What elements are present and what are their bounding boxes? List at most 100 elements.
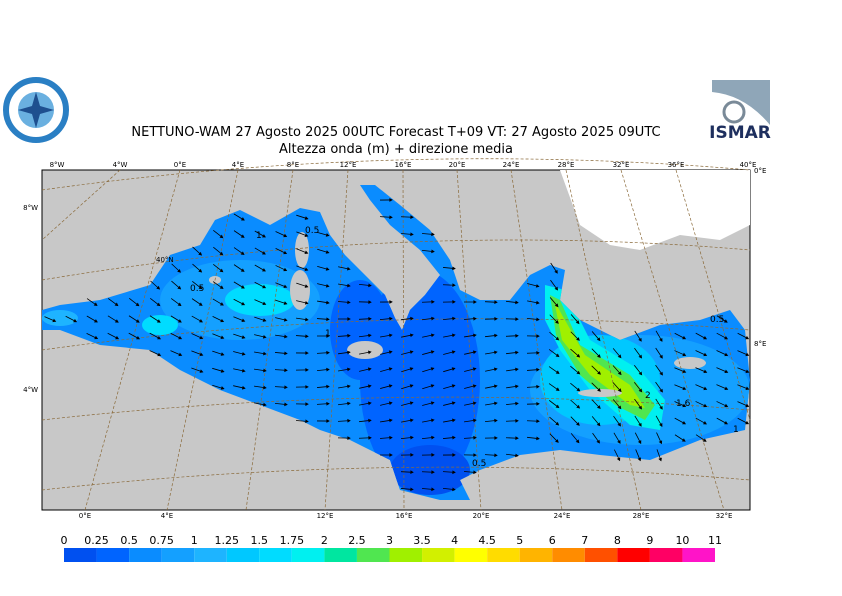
lon-label: 20°E: [449, 161, 466, 169]
arrow-head: [177, 285, 182, 290]
logo-text: ISMAR: [709, 123, 771, 143]
arrow-head: [177, 302, 182, 307]
lon-label: 0°E: [79, 512, 91, 520]
contour-label: 1: [733, 425, 739, 435]
arrow-head: [283, 250, 288, 255]
arrow-head: [724, 403, 729, 408]
islands: [209, 232, 706, 397]
arrow-head: [617, 371, 622, 376]
arrow-head: [305, 419, 309, 424]
arrow-head: [596, 337, 601, 342]
arrow-head: [115, 335, 120, 340]
side-label: 8°E: [754, 340, 766, 348]
arrow-head: [555, 387, 560, 391]
colorbar-box: [454, 548, 488, 562]
arrow-head: [220, 335, 225, 339]
arrow-head: [555, 320, 559, 324]
colorbar-label: 5: [516, 534, 523, 547]
arrow-head: [682, 403, 687, 408]
arrow-head: [305, 351, 309, 355]
arrow-head: [284, 385, 288, 390]
arrow-head: [325, 250, 330, 254]
arrow-head: [409, 384, 414, 388]
colorbar-box: [194, 548, 227, 562]
arrow-head: [262, 284, 267, 289]
colorbar-box: [129, 548, 162, 562]
arrow-head: [430, 367, 435, 371]
arrow-head: [494, 401, 498, 406]
arrow-head: [389, 198, 393, 202]
outside-domain: [560, 170, 750, 250]
lon-label: 24°E: [554, 512, 571, 520]
arrow-head: [554, 303, 559, 308]
arrow-head: [368, 436, 372, 440]
arrow-head: [554, 269, 558, 274]
arrow-head: [452, 300, 456, 304]
lon-label: 28°E: [633, 512, 650, 520]
colorbar-label: 3.5: [413, 534, 431, 547]
arrow-head: [199, 369, 204, 373]
arrow-head: [263, 351, 267, 356]
subtitle: Altezza onda (m) + direzione media: [279, 142, 513, 157]
colorbar-label: 6: [549, 534, 556, 547]
arrow-head: [367, 384, 372, 389]
colorbar-label: 4: [451, 534, 458, 547]
arrow-head: [261, 251, 266, 255]
arrow-head: [305, 385, 309, 389]
arrow-head: [241, 335, 246, 339]
arrow-head: [682, 420, 687, 425]
arrow-head: [575, 439, 580, 444]
lon-label: 16°E: [396, 512, 413, 520]
arrow-head: [597, 371, 601, 375]
arrow-head: [157, 335, 162, 340]
arrow-head: [724, 386, 729, 391]
arrow-head: [494, 333, 498, 338]
arrow-head: [347, 401, 351, 406]
arrow-head: [576, 370, 581, 375]
colorbar-box: [682, 548, 715, 562]
arrow-head: [410, 418, 414, 423]
arrow-head: [304, 284, 309, 288]
arrow-head: [452, 316, 456, 321]
arrow-head: [156, 319, 161, 323]
arrow-head: [410, 470, 414, 475]
arrow-head: [638, 388, 643, 393]
colorbar-label: 8: [614, 534, 621, 547]
lon-label: 4°E: [232, 161, 244, 169]
arrow-head: [430, 418, 435, 423]
contour-label: 0.5: [472, 459, 486, 469]
graticule-labels: 8°W 4°W 0°E 4°E 8°E 12°E 16°E 20°E 24°E 28°E 32°E 3…: [23, 161, 766, 520]
arrow-head: [283, 267, 288, 272]
arrow-head: [198, 302, 203, 306]
arrow-head: [325, 267, 330, 271]
arrow-head: [177, 268, 181, 273]
arrow-head: [451, 401, 456, 405]
arrow-head: [473, 453, 477, 457]
arrow-head: [114, 302, 119, 307]
arrow-head: [263, 402, 267, 407]
arrow-head: [326, 334, 330, 338]
arrow-head: [262, 234, 266, 238]
arrow-head: [326, 300, 330, 305]
colorbar-box: [161, 548, 195, 562]
arrow-head: [493, 367, 498, 372]
contour-label: 1: [325, 329, 331, 339]
arrow-head: [284, 334, 288, 339]
arrow-head: [367, 350, 372, 355]
side-label: 4°W: [23, 386, 38, 394]
arrow-head: [409, 333, 414, 338]
lon-label: 12°E: [340, 161, 357, 169]
arrow-head: [220, 386, 225, 390]
colorbar-box: [649, 548, 683, 562]
arrow-head: [745, 403, 750, 408]
arrow-head: [389, 316, 393, 321]
arrow-head: [219, 234, 224, 239]
arrow-head: [241, 385, 246, 390]
contour-label: 2: [645, 391, 651, 401]
arrow-head: [555, 370, 560, 374]
lon-label: 8°E: [287, 161, 299, 169]
arrow-head: [347, 317, 351, 321]
arrow-head: [431, 299, 435, 304]
arrow-head: [515, 317, 519, 321]
arrow-head: [305, 368, 309, 372]
